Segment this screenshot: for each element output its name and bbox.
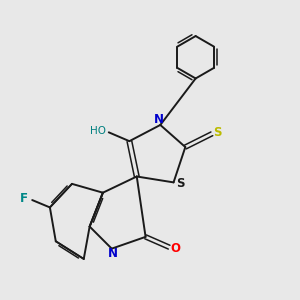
Text: S: S <box>176 177 184 190</box>
Text: F: F <box>20 192 27 205</box>
Text: O: O <box>171 242 181 255</box>
Text: N: N <box>154 113 164 126</box>
Text: HO: HO <box>91 126 106 136</box>
Text: S: S <box>214 126 222 139</box>
Text: N: N <box>108 248 118 260</box>
